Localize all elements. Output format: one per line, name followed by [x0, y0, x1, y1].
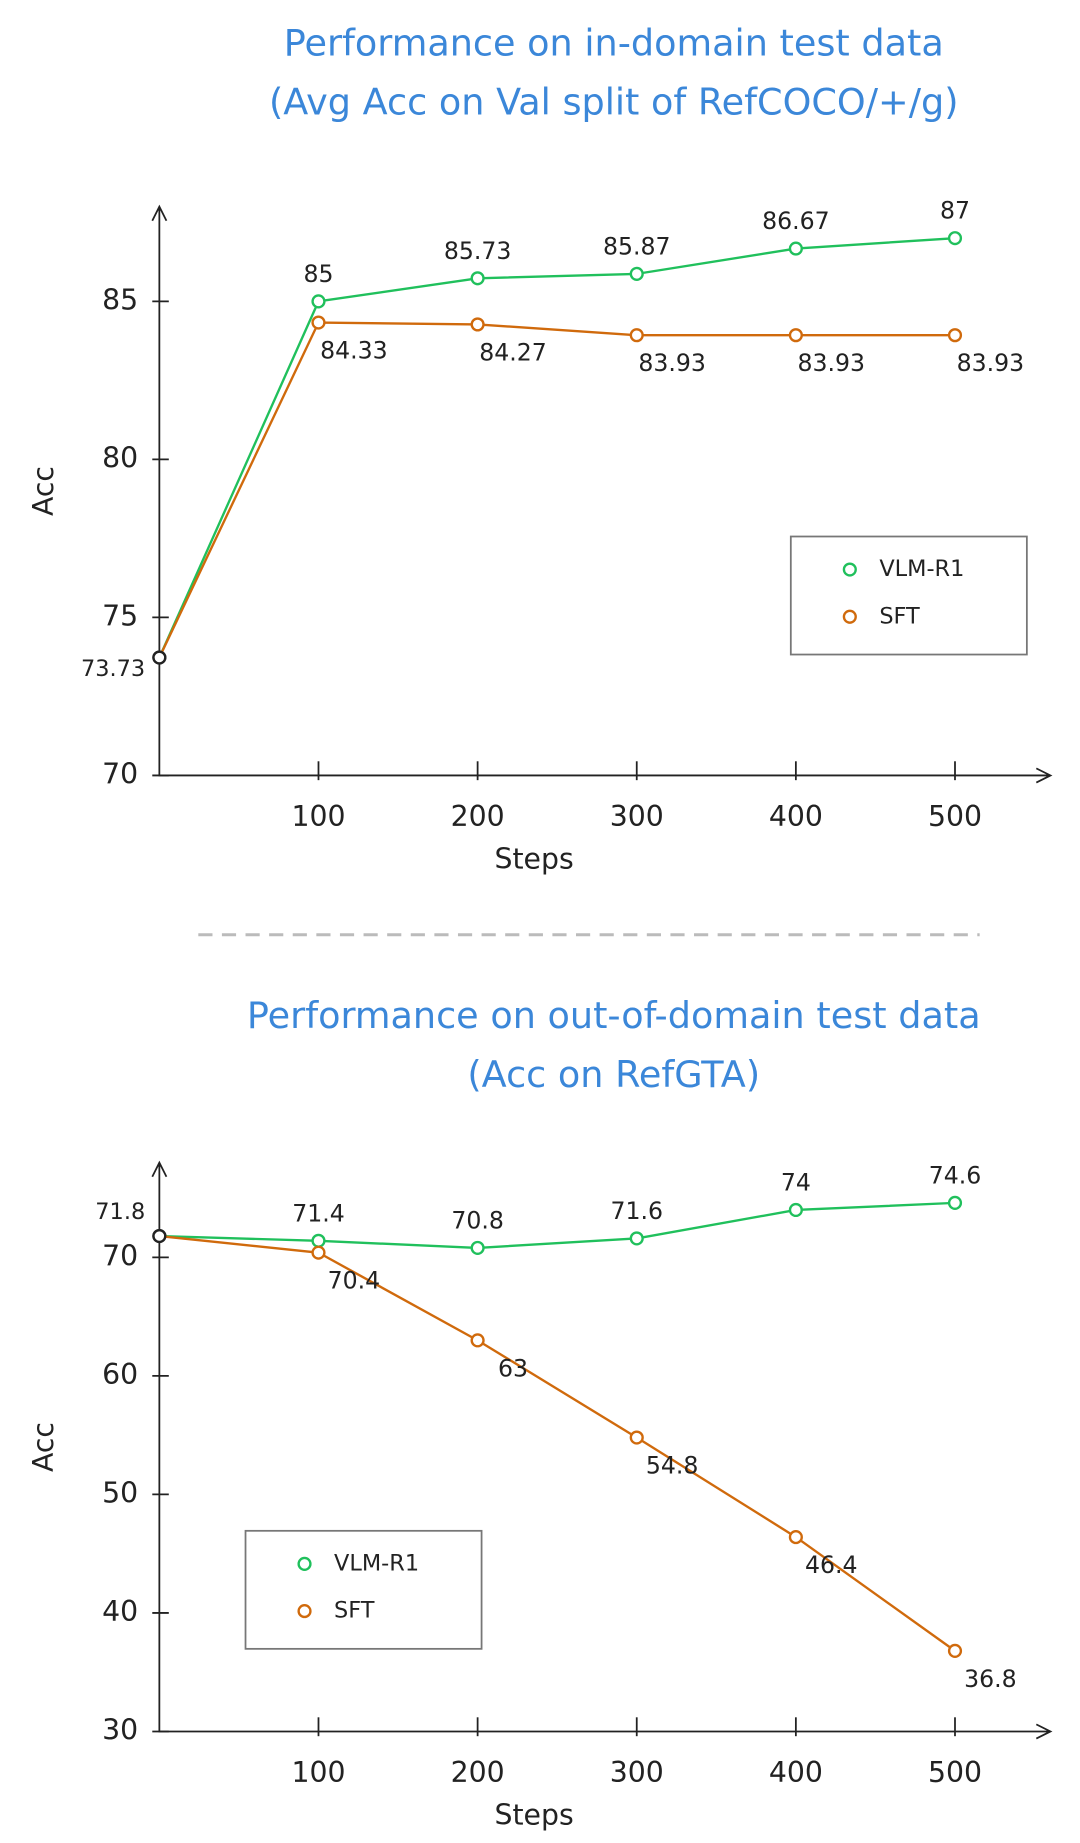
- data-label: 74.6: [929, 1161, 982, 1189]
- y-tick-label: 40: [102, 1595, 138, 1628]
- series-line: [159, 1201, 956, 1250]
- data-label: 71.6: [610, 1197, 663, 1225]
- data-label: 63: [498, 1354, 528, 1382]
- chart: Performance on in-domain test data (Avg A…: [27, 21, 1053, 875]
- point: [947, 328, 963, 343]
- data-label: 36.8: [964, 1665, 1017, 1693]
- data-label: 86.67: [762, 207, 830, 235]
- x-tick-label: 300: [610, 800, 664, 833]
- point: [788, 328, 803, 343]
- y-tick-label: 50: [102, 1476, 138, 1509]
- x-tick-label: 300: [610, 1756, 664, 1789]
- data-label: 46.4: [805, 1551, 858, 1579]
- data-label: 85.73: [444, 237, 512, 265]
- y-axis-label: Acc: [27, 466, 60, 516]
- x-tick-label: 100: [291, 800, 345, 833]
- data-label: 85.87: [603, 232, 671, 260]
- y-tick-label: 80: [102, 441, 138, 474]
- data-label: 54.8: [646, 1452, 699, 1480]
- legend-box: [244, 1529, 483, 1650]
- x-axis-label: Steps: [494, 1798, 573, 1831]
- point: [629, 328, 644, 343]
- data-label: 83.93: [798, 349, 866, 377]
- point: [947, 231, 963, 246]
- point: [947, 1643, 963, 1658]
- series-line: [158, 236, 956, 659]
- series-line: [159, 1234, 956, 1652]
- point: [788, 241, 803, 256]
- point: [470, 1333, 485, 1348]
- data-label: 70.4: [328, 1267, 381, 1295]
- data-label: 84.27: [479, 338, 547, 366]
- y-tick-label: 85: [102, 283, 138, 316]
- legend-label: VLM-R1: [879, 556, 964, 582]
- chart-subtitle: (Acc on RefGTA): [467, 1053, 760, 1096]
- series-line: [158, 321, 955, 659]
- point: [947, 1195, 963, 1210]
- x-tick-label: 400: [769, 1756, 823, 1789]
- data-label: 74: [781, 1169, 811, 1197]
- data-label: 85: [303, 260, 333, 288]
- point: [788, 1202, 803, 1218]
- point: [152, 1228, 167, 1244]
- point: [311, 315, 326, 330]
- chart: Performance on out-of-domain test data (A…: [27, 994, 1053, 1831]
- chart-subtitle: (Avg Acc on Val split of RefCOCO/+/g): [269, 80, 959, 123]
- x-tick-label: 200: [451, 1756, 505, 1789]
- legend-marker: [297, 1603, 312, 1619]
- y-tick-label: 75: [102, 599, 138, 632]
- point: [788, 1530, 803, 1545]
- data-label: 71.4: [292, 1199, 345, 1227]
- legend-label: VLM-R1: [334, 1550, 419, 1576]
- axes: [151, 204, 1053, 784]
- data-label: 87: [940, 197, 970, 225]
- point: [470, 317, 485, 332]
- point: [629, 266, 644, 281]
- y-tick-label: 70: [102, 1239, 138, 1272]
- legend-marker: [842, 609, 857, 624]
- x-tick-label: 500: [928, 800, 982, 833]
- legend-marker: [297, 1556, 312, 1571]
- data-label: 84.33: [320, 337, 388, 365]
- chart-title: Performance on out-of-domain test data: [247, 994, 981, 1037]
- x-tick-label: 100: [291, 1756, 345, 1789]
- legend-label: SFT: [334, 1598, 375, 1624]
- y-tick-label: 30: [102, 1713, 138, 1746]
- legend-label: SFT: [879, 603, 920, 629]
- legend-marker: [842, 562, 857, 577]
- point: [311, 1233, 326, 1248]
- start-label: 73.73: [81, 656, 145, 682]
- point: [629, 1231, 644, 1246]
- y-tick-label: 60: [102, 1358, 138, 1391]
- point: [629, 1430, 644, 1445]
- x-tick-label: 400: [769, 800, 823, 833]
- x-axis-label: Steps: [494, 842, 573, 875]
- point: [152, 650, 167, 665]
- point: [470, 271, 485, 286]
- data-label: 83.93: [638, 349, 706, 377]
- start-label: 71.8: [95, 1199, 145, 1225]
- chart-title: Performance on in-domain test data: [284, 21, 944, 64]
- y-axis-label: Acc: [27, 1422, 60, 1472]
- legend-box: [789, 535, 1028, 656]
- point: [470, 1240, 485, 1255]
- data-label: 70.8: [451, 1206, 504, 1234]
- x-tick-label: 200: [451, 800, 505, 833]
- x-tick-label: 500: [928, 1756, 982, 1789]
- data-label: 83.93: [957, 349, 1025, 377]
- point: [311, 1245, 326, 1260]
- point: [311, 294, 326, 309]
- y-tick-label: 70: [102, 757, 138, 790]
